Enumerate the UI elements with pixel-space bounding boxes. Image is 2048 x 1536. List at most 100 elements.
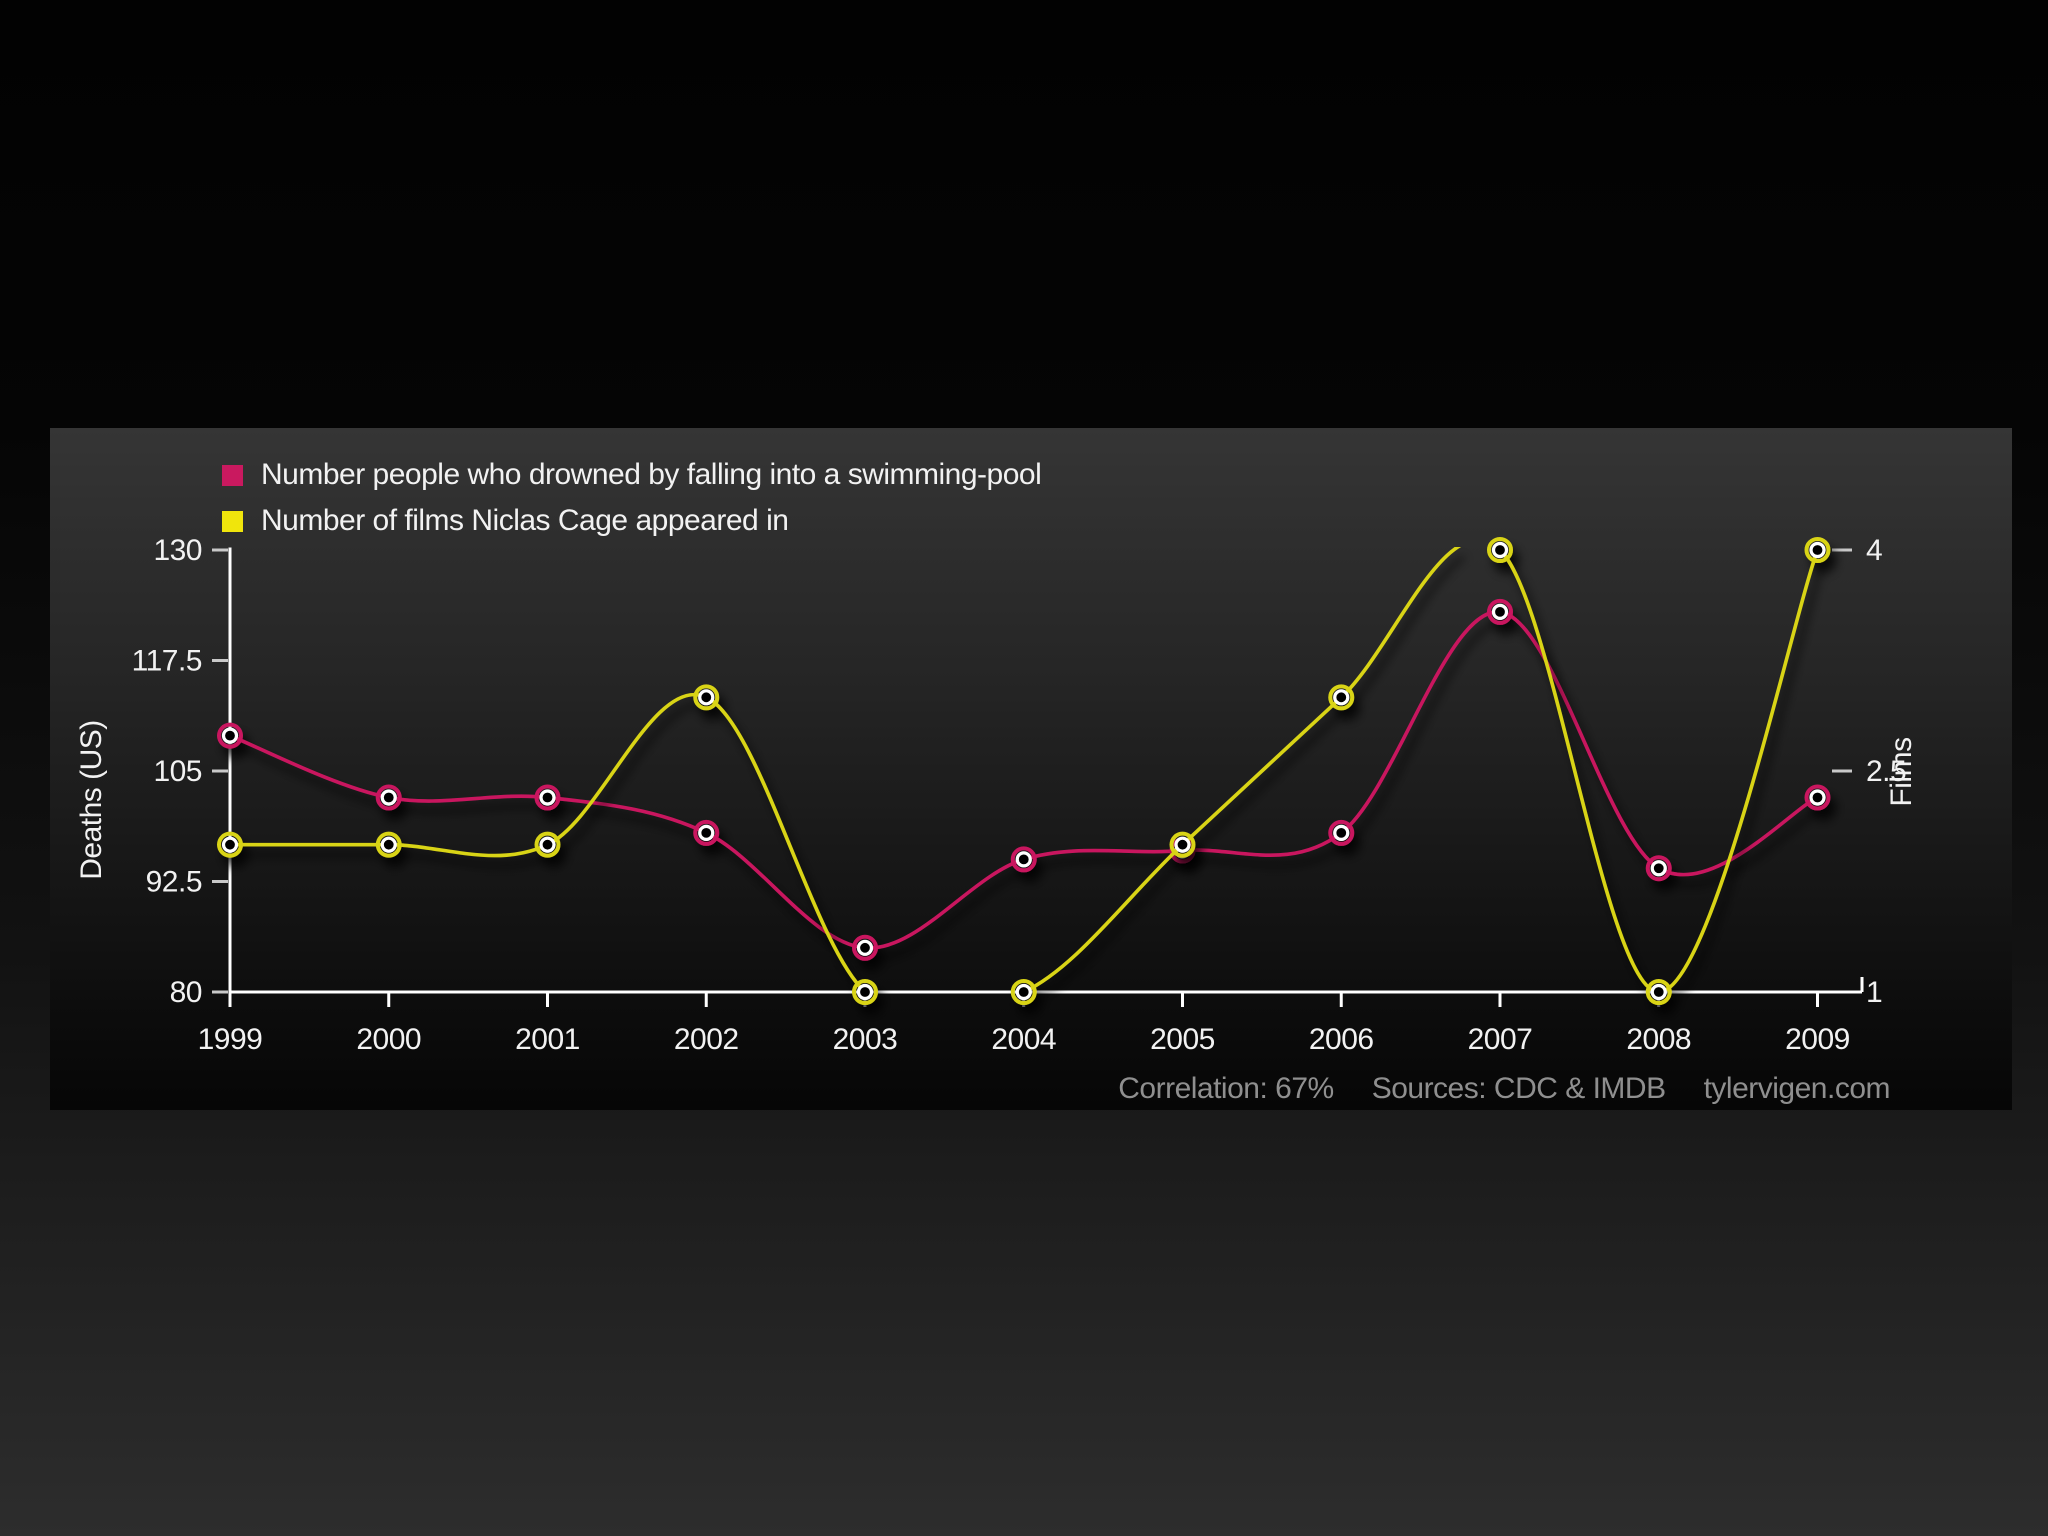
y-left-tick-label: 117.5: [132, 645, 202, 678]
series-drownings: [217, 598, 1831, 961]
marker-inner-ring: [221, 836, 239, 853]
marker-inner-ring: [1650, 983, 1667, 1001]
series-line: [229, 610, 1819, 950]
plot-area: [217, 537, 1831, 1005]
data-point-marker: [1169, 831, 1196, 858]
marker-inner-ring: [1491, 603, 1509, 620]
y-right-tick-label: 1: [1866, 976, 1882, 1009]
data-point-marker: [693, 819, 720, 846]
legend-item-cage-films: Number of films Niclas Cage appeared in: [222, 498, 1041, 544]
axes: [212, 547, 1864, 1007]
site-link[interactable]: tylervigen.com: [1703, 1072, 1891, 1105]
marker-outer-ring: [1328, 819, 1355, 846]
marker-outer-ring: [375, 831, 402, 858]
data-point-marker: [1010, 979, 1037, 1005]
marker-outer-ring: [534, 784, 561, 811]
marker-outer-ring: [217, 831, 243, 858]
marker-inner-ring: [1333, 824, 1350, 841]
marker-inner-ring: [856, 939, 874, 956]
legend: Number people who drowned by falling int…: [222, 452, 1042, 544]
marker-inner-ring: [1015, 851, 1032, 868]
marker-inner-ring: [539, 789, 556, 806]
footer: Correlation: 67% Sources: CDC & IMDB tyl…: [1118, 1072, 1890, 1106]
data-point-marker: [1328, 819, 1355, 846]
marker-inner-ring: [221, 727, 239, 744]
data-point-marker: [534, 831, 561, 858]
x-tick-label: 2004: [991, 1023, 1056, 1056]
series-line: [229, 547, 1820, 994]
series-cage-films: [217, 537, 1831, 1005]
data-point-marker: [852, 934, 878, 961]
x-tick-label: 2002: [674, 1023, 739, 1056]
marker-outer-ring: [1804, 784, 1831, 811]
marker-outer-ring: [693, 684, 720, 711]
data-point-marker: [534, 784, 561, 811]
marker-inner-ring: [1809, 789, 1826, 806]
data-point-marker: [1487, 537, 1513, 563]
marker-outer-ring: [1010, 979, 1037, 1005]
marker-inner-ring: [380, 789, 397, 806]
marker-inner-ring: [1650, 860, 1667, 877]
legend-swatch-cage-films: [222, 510, 243, 532]
y-left-tick-label: 80: [170, 976, 202, 1009]
x-tick-label: 1999: [198, 1023, 263, 1056]
marker-inner-ring: [1809, 541, 1826, 559]
marker-outer-ring: [1804, 537, 1831, 563]
marker-inner-ring: [380, 836, 397, 853]
x-tick-label: 2009: [1785, 1023, 1850, 1056]
data-point-marker: [1328, 684, 1355, 711]
marker-outer-ring: [852, 934, 878, 961]
data-point-marker: [1487, 598, 1513, 625]
chart-canvas: 130 117.5 105 92.5 80 4 2.5 1 1999 2000 2001 2002 20…: [132, 534, 1907, 1056]
marker-outer-ring: [1645, 979, 1672, 1005]
chart-panel: Number people who drowned by falling int…: [50, 428, 2012, 1110]
marker-outer-ring: [852, 979, 878, 1005]
legend-label-drownings: Number people who drowned by falling int…: [261, 458, 1042, 491]
data-point-marker: [217, 831, 243, 858]
marker-outer-ring: [1645, 855, 1672, 882]
data-point-marker: [1010, 846, 1037, 873]
marker-outer-ring: [217, 722, 243, 749]
marker-outer-ring: [1487, 598, 1513, 625]
marker-outer-ring: [1487, 537, 1513, 563]
marker-outer-ring: [1010, 846, 1037, 873]
marker-inner-ring: [1491, 541, 1509, 559]
y-right-tick-label: 2.5: [1866, 755, 1906, 788]
sources-text: Sources: CDC & IMDB: [1371, 1072, 1666, 1105]
data-point-marker: [1645, 855, 1672, 882]
marker-inner-ring: [539, 836, 556, 853]
legend-item-drownings: Number people who drowned by falling int…: [222, 452, 1042, 498]
data-point-marker: [1645, 979, 1672, 1005]
marker-inner-ring: [1174, 836, 1191, 853]
marker-outer-ring: [693, 819, 720, 846]
data-point-marker: [375, 831, 402, 858]
correlation-text: Correlation: 67%: [1118, 1072, 1334, 1105]
marker-inner-ring: [698, 824, 715, 841]
marker-inner-ring: [1333, 689, 1350, 706]
x-tick-label: 2008: [1626, 1023, 1691, 1056]
data-point-marker: [1804, 784, 1831, 811]
y-right-tick-label: 4: [1866, 534, 1882, 567]
x-tick-label: 2006: [1309, 1023, 1374, 1056]
data-point-marker: [375, 784, 402, 811]
data-point-marker: [1804, 537, 1831, 563]
tick-labels: 130 117.5 105 92.5 80 4 2.5 1 1999 2000 2001 2002 20…: [132, 534, 1907, 1056]
y-left-tick-label: 105: [153, 755, 202, 788]
marker-inner-ring: [856, 983, 874, 1001]
marker-outer-ring: [375, 784, 402, 811]
marker-outer-ring: [1328, 684, 1355, 711]
marker-outer-ring: [1169, 831, 1196, 858]
x-tick-label: 2005: [1150, 1023, 1215, 1056]
data-point-marker: [217, 722, 243, 749]
marker-inner-ring: [698, 689, 715, 706]
legend-label-cage-films: Number of films Niclas Cage appeared in: [261, 504, 789, 537]
x-tick-label: 2007: [1468, 1023, 1533, 1056]
x-tick-label: 2001: [515, 1023, 580, 1056]
x-tick-label: 2000: [356, 1023, 421, 1056]
legend-swatch-drownings: [222, 464, 243, 486]
x-tick-label: 2003: [833, 1023, 898, 1056]
data-point-marker: [852, 979, 878, 1005]
data-point-marker: [693, 684, 720, 711]
marker-outer-ring: [534, 831, 561, 858]
